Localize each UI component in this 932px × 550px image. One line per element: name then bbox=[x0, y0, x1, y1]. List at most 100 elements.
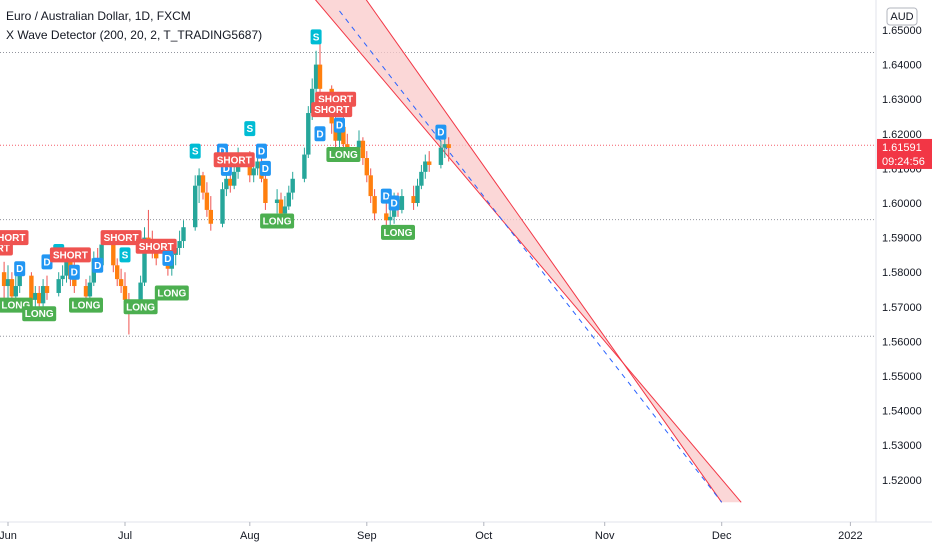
signal-text: D bbox=[43, 257, 50, 268]
signal-text: D bbox=[94, 261, 101, 272]
candle-body bbox=[388, 216, 393, 221]
signal-badge bbox=[100, 230, 142, 246]
signal-d-label: D bbox=[388, 195, 400, 211]
candle-body bbox=[364, 158, 369, 176]
candle-body bbox=[263, 178, 268, 203]
signal-short-label: SHORT bbox=[135, 238, 177, 254]
signal-labels: SHORTSHORTDLONGLONGSDSHORTDLONGDSHORTSLO… bbox=[0, 29, 447, 322]
candle-body bbox=[419, 171, 424, 186]
currency-badge[interactable]: AUD bbox=[886, 7, 918, 26]
candle bbox=[317, 40, 323, 100]
candle bbox=[419, 164, 424, 190]
candle bbox=[200, 171, 206, 200]
signal-d-label: D bbox=[334, 117, 345, 133]
signal-badge bbox=[189, 143, 201, 159]
signal-badge bbox=[310, 29, 322, 45]
candle-body bbox=[399, 196, 405, 210]
last-price-value: 1.61591 bbox=[882, 142, 922, 154]
signal-text: D bbox=[336, 121, 343, 132]
signal-badge bbox=[260, 213, 295, 229]
signal-text: D bbox=[262, 164, 269, 175]
candle bbox=[411, 185, 416, 210]
signal-s-label: S bbox=[310, 29, 322, 45]
signal-text: S bbox=[246, 124, 253, 135]
candle-body bbox=[368, 175, 373, 197]
signal-badge bbox=[435, 124, 447, 140]
candle bbox=[313, 50, 319, 100]
candle-body bbox=[9, 279, 15, 297]
price-tick-label: 1.62000 bbox=[882, 129, 922, 141]
candle bbox=[181, 220, 186, 248]
signal-text: D bbox=[383, 192, 390, 203]
candle bbox=[423, 154, 428, 179]
candle-body bbox=[83, 286, 89, 297]
channel-lower-line bbox=[365, 0, 723, 503]
signal-text: D bbox=[316, 129, 323, 140]
candle bbox=[360, 137, 366, 165]
signal-badge bbox=[256, 143, 267, 159]
candle-body bbox=[306, 113, 311, 155]
time-tick-label: Oct bbox=[475, 530, 492, 542]
signal-badge bbox=[92, 257, 104, 273]
candle-body bbox=[111, 244, 116, 266]
price-tick-label: 1.60000 bbox=[882, 198, 922, 210]
candle-body bbox=[310, 88, 315, 114]
signal-long-label: LONG bbox=[154, 285, 189, 301]
candle bbox=[263, 175, 268, 210]
candle bbox=[302, 147, 307, 183]
candle-body bbox=[115, 265, 120, 280]
candle-body bbox=[255, 161, 260, 169]
candle bbox=[193, 175, 198, 231]
signal-text: S bbox=[192, 147, 199, 158]
signal-short-label: SHORT bbox=[311, 102, 353, 118]
signal-short-label: SHORT bbox=[213, 152, 255, 168]
signal-badge bbox=[0, 230, 29, 246]
candle-body bbox=[423, 161, 428, 172]
signal-short-label: SHORT bbox=[49, 247, 91, 263]
last-price-label: 1.61591 09:24:56 bbox=[877, 138, 932, 169]
candle-body bbox=[208, 209, 213, 224]
signal-badge bbox=[244, 121, 256, 137]
signal-long-label: LONG bbox=[22, 306, 57, 322]
signal-badge bbox=[154, 285, 189, 301]
candle-body bbox=[427, 161, 432, 165]
signal-text: LONG bbox=[157, 288, 186, 299]
candle bbox=[372, 189, 377, 221]
bar-countdown: 09:24:56 bbox=[882, 156, 925, 168]
price-tick-label: 1.56000 bbox=[882, 336, 922, 348]
signal-d-label: D bbox=[14, 261, 26, 277]
signal-badge bbox=[162, 250, 174, 266]
signal-d-label: D bbox=[435, 124, 447, 140]
signal-text: SHORT bbox=[314, 105, 349, 116]
price-tick-label: 1.65000 bbox=[882, 25, 922, 37]
signal-text: D bbox=[16, 264, 23, 275]
candle-body bbox=[33, 292, 38, 300]
signal-text: D bbox=[258, 147, 265, 158]
candle bbox=[1, 261, 7, 300]
candle-body bbox=[313, 64, 319, 89]
time-tick-label: Dec bbox=[712, 530, 732, 542]
time-tick-label: Jun bbox=[0, 530, 17, 542]
signal-badge bbox=[41, 254, 53, 270]
time-tick-label: Nov bbox=[595, 530, 615, 542]
indicator-legend[interactable]: X Wave Detector (200, 20, 2, T_TRADING56… bbox=[6, 28, 263, 42]
candle bbox=[438, 140, 444, 169]
signal-badge bbox=[123, 299, 158, 315]
candle-body bbox=[196, 175, 202, 186]
signal-d-label: D bbox=[41, 254, 53, 270]
candle-body bbox=[232, 171, 237, 186]
candle bbox=[290, 171, 295, 200]
signal-text: SHORT bbox=[217, 155, 252, 166]
signal-badge bbox=[311, 102, 353, 118]
signal-long-label: LONG bbox=[69, 297, 103, 313]
signal-long-label: LONG bbox=[326, 147, 361, 163]
signal-long-label: LONG bbox=[381, 224, 415, 240]
signal-d-label: D bbox=[314, 126, 326, 142]
candle bbox=[286, 185, 291, 210]
signal-short-label: SHORT bbox=[0, 230, 29, 246]
candle-body bbox=[345, 144, 350, 148]
signal-badge bbox=[381, 224, 415, 240]
candle-body bbox=[372, 196, 377, 214]
candle-body bbox=[411, 196, 416, 203]
